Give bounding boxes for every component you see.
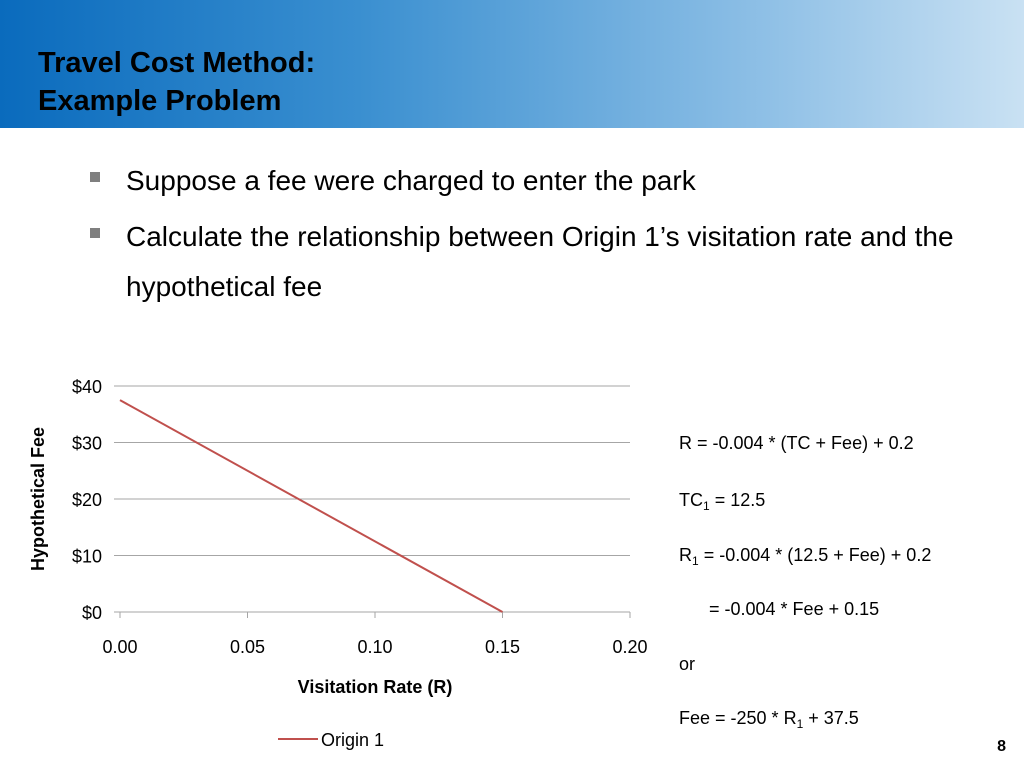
page-number: 8 [997,738,1006,755]
equation-text: Fee = -250 * R [679,708,797,728]
x-tick-label: 0.05 [230,637,265,657]
y-tick-label: $10 [72,547,102,567]
y-tick-label: $30 [72,434,102,454]
legend-label: Origin 1 [321,730,384,750]
square-bullet-icon [90,172,100,182]
equation-text: = 12.5 [709,490,766,510]
y-tick-label: $0 [82,603,102,623]
equation-general: R = -0.004 * (TC + Fee) + 0.2 [679,433,914,454]
x-tick-label: 0.00 [102,637,137,657]
x-tick-label: 0.20 [612,637,647,657]
title-banner [0,0,1024,128]
x-tick-label: 0.10 [357,637,392,657]
equation-text: = -0.004 * Fee + 0.15 [709,599,880,619]
slide-title-line-1: Travel Cost Method: [38,47,316,79]
bullet-text: Suppose a fee were charged to enter the … [126,165,696,196]
subscript: 1 [796,717,804,731]
subscript: 1 [703,499,710,513]
equation-or: or [679,654,695,675]
x-axis-tick-labels: 0.00 0.05 0.10 0.15 0.20 [102,637,647,657]
y-tick-label: $40 [72,377,102,397]
y-axis-tick-labels: $0 $10 $20 $30 $40 [72,377,102,623]
equation-text: + 37.5 [803,708,859,728]
bullet-item: Calculate the relationship between Origi… [86,212,986,312]
slide-title: Travel Cost Method: Example Problem [38,44,315,120]
bullet-item: Suppose a fee were charged to enter the … [86,156,986,206]
y-tick-label: $20 [72,490,102,510]
equation-r1-simplified: = -0.004 * Fee + 0.15 [709,599,879,620]
bullet-text: Calculate the relationship between Origi… [126,221,954,302]
chart-gridlines [114,385,631,618]
x-axis-label: Visitation Rate (R) [298,677,453,697]
equation-fee: Fee = -250 * R1 + 37.5 [679,708,859,731]
fee-vs-visitation-chart: $0 $10 $20 $30 $40 0.00 0.05 0.10 0.15 0.20 Hypo… [28,377,648,750]
equation-tc1: TC1 = 12.5 [679,490,766,513]
equation-text: R [679,545,692,565]
equation-text: TC [679,490,703,510]
bullet-list: Suppose a fee were charged to enter the … [86,156,986,318]
equation-r1: R1 = -0.004 * (12.5 + Fee) + 0.2 [679,545,932,568]
equation-text: R = -0.004 * (TC + Fee) + 0.2 [679,433,914,453]
chart-legend: Origin 1 [278,730,384,750]
y-axis-label: Hypothetical Fee [28,427,48,571]
equation-text: or [679,654,696,674]
slide-title-line-2: Example Problem [38,85,282,117]
series-line-origin-1 [119,399,503,613]
chart-series [119,399,503,613]
equation-text: = -0.004 * (12.5 + Fee) + 0.2 [698,545,932,565]
subscript: 1 [692,554,699,568]
x-tick-label: 0.15 [485,637,520,657]
square-bullet-icon [90,228,100,238]
